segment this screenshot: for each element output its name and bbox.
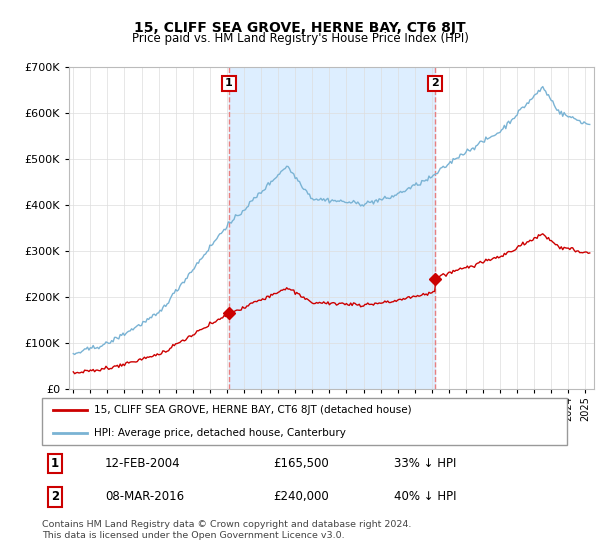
Text: 40% ↓ HPI: 40% ↓ HPI	[394, 491, 456, 503]
Text: HPI: Average price, detached house, Canterbury: HPI: Average price, detached house, Cant…	[95, 428, 346, 438]
Text: 1: 1	[225, 78, 233, 88]
Bar	[229, 67, 435, 389]
Text: 15, CLIFF SEA GROVE, HERNE BAY, CT6 8JT: 15, CLIFF SEA GROVE, HERNE BAY, CT6 8JT	[134, 21, 466, 35]
FancyBboxPatch shape	[42, 398, 567, 445]
Text: £240,000: £240,000	[273, 491, 329, 503]
Text: 33% ↓ HPI: 33% ↓ HPI	[394, 457, 456, 470]
Text: 15, CLIFF SEA GROVE, HERNE BAY, CT6 8JT (detached house): 15, CLIFF SEA GROVE, HERNE BAY, CT6 8JT …	[95, 405, 412, 416]
Text: 1: 1	[51, 457, 59, 470]
Text: 08-MAR-2016: 08-MAR-2016	[105, 491, 184, 503]
Text: £165,500: £165,500	[273, 457, 329, 470]
Text: 2: 2	[431, 78, 439, 88]
Text: This data is licensed under the Open Government Licence v3.0.: This data is licensed under the Open Gov…	[42, 531, 344, 540]
Text: Contains HM Land Registry data © Crown copyright and database right 2024.: Contains HM Land Registry data © Crown c…	[42, 520, 412, 529]
Text: 2: 2	[51, 491, 59, 503]
Text: Price paid vs. HM Land Registry's House Price Index (HPI): Price paid vs. HM Land Registry's House …	[131, 32, 469, 45]
Text: 12-FEB-2004: 12-FEB-2004	[105, 457, 181, 470]
